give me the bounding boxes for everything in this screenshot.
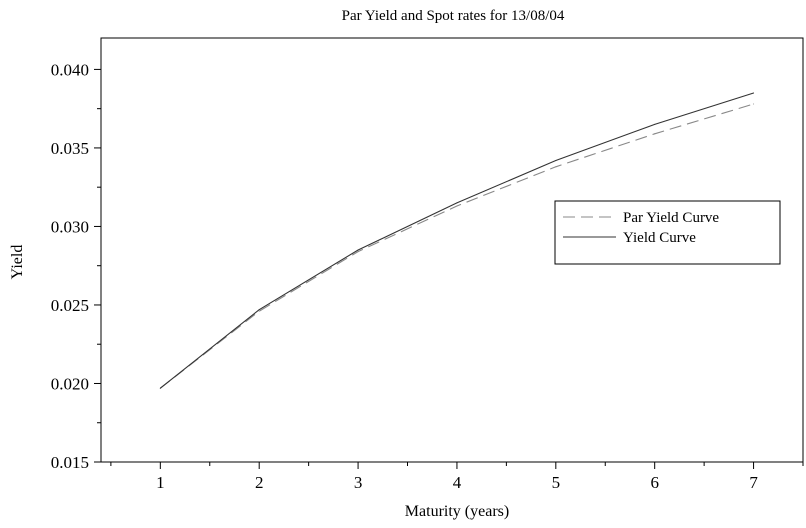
- y-tick-label: 0.035: [51, 139, 89, 158]
- data-point: [456, 202, 458, 204]
- chart-title: Par Yield and Spot rates for 13/08/04: [342, 8, 565, 24]
- data-point: [555, 166, 557, 168]
- plot-area: [100, 37, 804, 463]
- legend: Par Yield Curve Yield Curve: [554, 200, 781, 265]
- y-axis: 0.015 0.020 0.025 0.030 0.035 0.040: [51, 60, 101, 472]
- y-tick-label: 0.020: [51, 374, 89, 393]
- legend-label: Yield Curve: [623, 230, 696, 246]
- data-point: [753, 92, 755, 94]
- data-point: [654, 133, 656, 135]
- data-point: [456, 205, 458, 207]
- data-point: [258, 310, 260, 312]
- x-tick-label: 3: [354, 473, 363, 492]
- x-tick-label: 6: [650, 473, 659, 492]
- data-point: [357, 251, 359, 253]
- data-point: [753, 103, 755, 105]
- data-point: [258, 309, 260, 311]
- x-axis: 1 2 3 4 5 6 7: [110, 462, 804, 492]
- y-tick-label: 0.015: [51, 453, 89, 472]
- x-tick-label: 7: [749, 473, 758, 492]
- x-tick-label: 2: [255, 473, 264, 492]
- y-axis-label: Yield: [9, 245, 26, 280]
- x-tick-label: 4: [453, 473, 462, 492]
- data-point: [357, 249, 359, 251]
- legend-box: [554, 200, 781, 265]
- x-axis-label: Maturity (years): [405, 503, 509, 520]
- y-tick-label: 0.030: [51, 217, 89, 236]
- plot-frame: [100, 37, 804, 463]
- y-tick-label: 0.040: [51, 60, 89, 79]
- x-tick-label: 5: [552, 473, 561, 492]
- x-tick-label: 1: [156, 473, 165, 492]
- data-point: [159, 387, 161, 389]
- y-tick-label: 0.025: [51, 296, 89, 315]
- series-group: [159, 92, 755, 389]
- data-point: [555, 159, 557, 161]
- legend-label: Par Yield Curve: [623, 210, 719, 226]
- data-point: [654, 123, 656, 125]
